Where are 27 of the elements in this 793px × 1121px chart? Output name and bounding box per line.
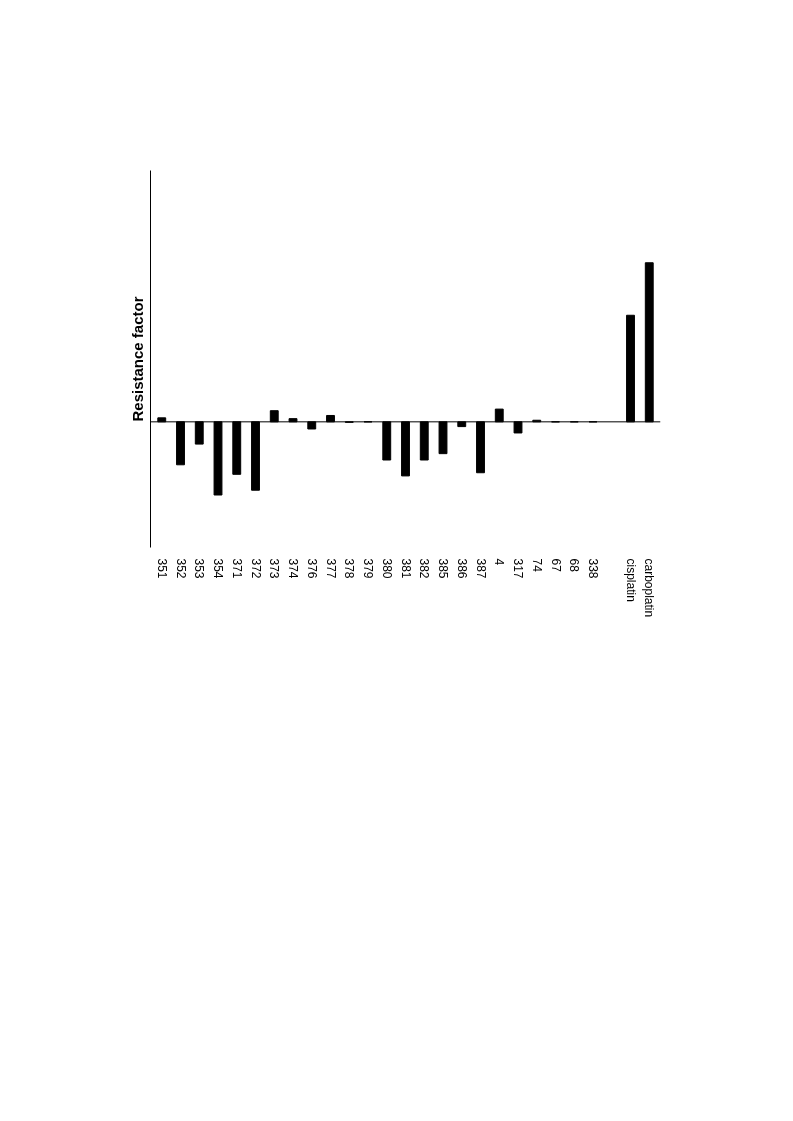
x-tick-label: 377 (323, 558, 338, 579)
x-tick-label: 371 (229, 558, 244, 579)
x-tick-label: 373 (267, 558, 282, 579)
x-tick-label: 352 (173, 558, 188, 579)
x-tick-label: 67 (548, 558, 563, 573)
x-tick-label: 74 (529, 558, 544, 573)
x-tick-label: cisplatin (623, 558, 638, 602)
x-tick-label: 378 (342, 558, 357, 579)
x-tick-label: 387 (473, 558, 488, 579)
x-tick-label: 385 (436, 558, 450, 579)
x-tick-label: 376 (304, 558, 319, 579)
x-tick-label: 374 (286, 558, 300, 579)
x-tick-label: 353 (192, 558, 207, 579)
x-tick-label: 338 (586, 558, 600, 579)
x-tick-label: 380 (379, 558, 394, 579)
x-tick-label: 68 (567, 558, 582, 573)
x-tick-label: 381 (398, 558, 413, 579)
x-tick-label: 372 (248, 558, 263, 579)
x-tick-label: 386 (454, 558, 469, 579)
x-tick-label: 317 (511, 558, 525, 579)
y-axis-title: Resistance factor (128, 296, 146, 422)
x-tick-label: carboplatin (642, 558, 657, 618)
x-tick-label: 354 (211, 558, 225, 579)
x-tick-label: 351 (154, 558, 169, 579)
x-tick-label: 4 (492, 558, 507, 566)
x-tick-label: 379 (361, 558, 375, 579)
x-tick-label: 382 (417, 558, 432, 579)
